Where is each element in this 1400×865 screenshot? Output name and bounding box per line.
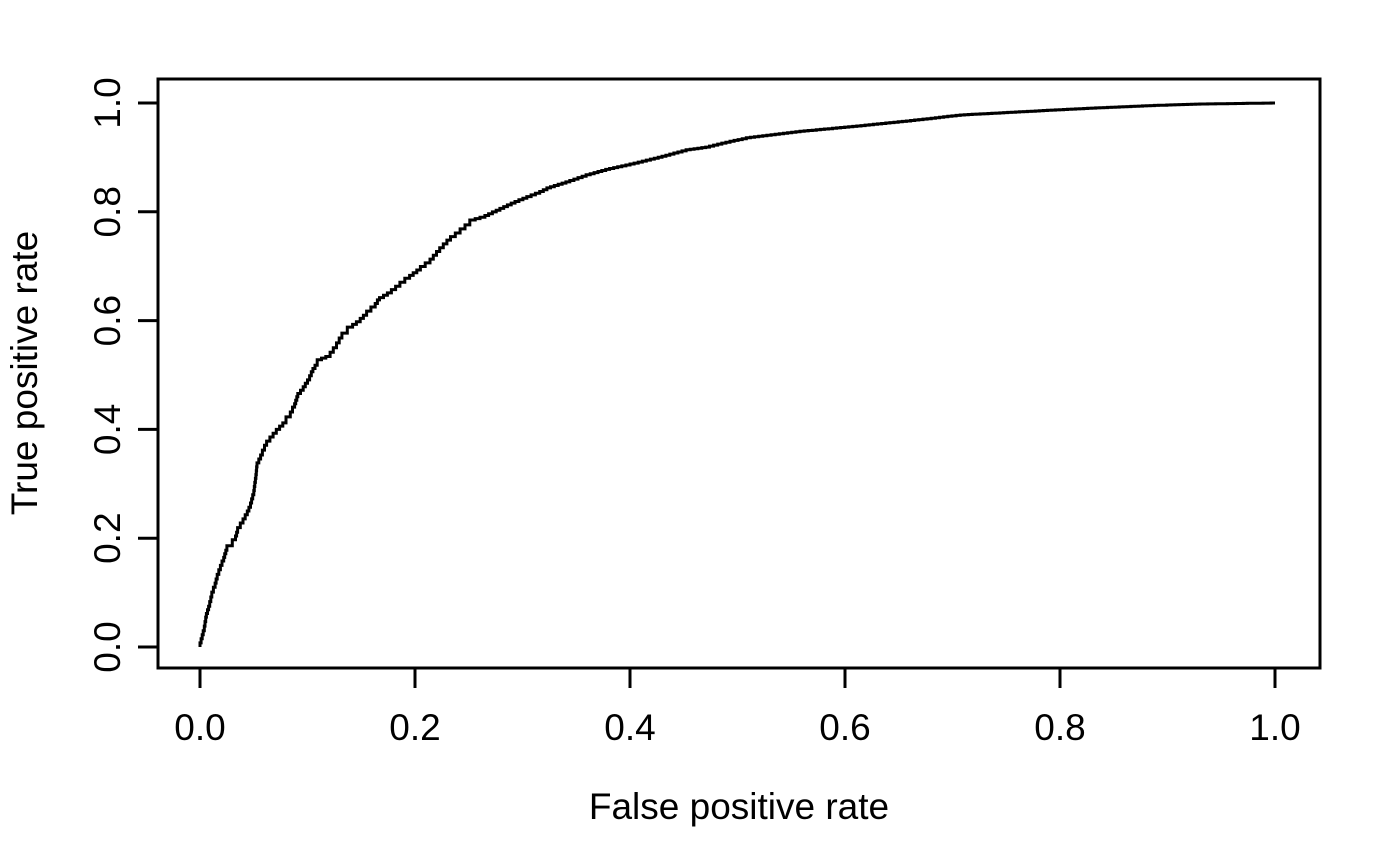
y-tick-label: 1.0	[87, 77, 128, 128]
y-axis-label: True positive rate	[4, 231, 45, 515]
x-tick-label: 1.0	[1249, 707, 1300, 748]
x-tick-label: 0.4	[604, 707, 655, 748]
x-tick-label: 0.8	[1034, 707, 1085, 748]
plot-box	[156, 77, 1322, 670]
x-tick-label: 0.0	[174, 707, 225, 748]
y-tick-label: 0.4	[87, 404, 128, 455]
roc-curve-line	[198, 101, 1275, 647]
x-tick-label: 0.2	[389, 707, 440, 748]
y-tick-label: 0.0	[87, 621, 128, 672]
axes-group: 0.0 0.2 0.4 0.6 0.8 1.0 0.0 0.2 0.4 0.6 0.8 1.0	[87, 77, 1322, 748]
y-tick-label: 0.2	[87, 512, 128, 563]
y-tick-label: 0.8	[87, 186, 128, 237]
x-axis-label: False positive rate	[589, 786, 889, 827]
y-tick-label: 0.6	[87, 295, 128, 346]
x-tick-label: 0.6	[819, 707, 870, 748]
